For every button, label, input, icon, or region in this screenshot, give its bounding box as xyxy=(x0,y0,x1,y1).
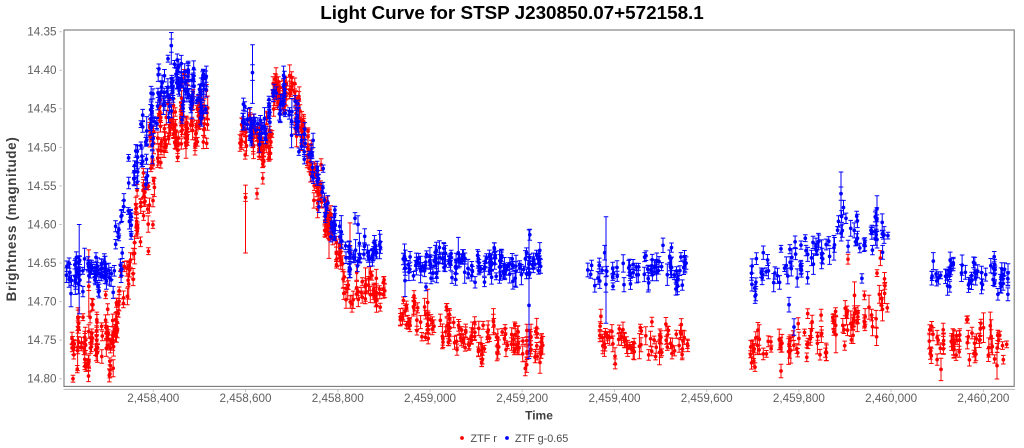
svg-text:2,459,400: 2,459,400 xyxy=(589,392,641,405)
svg-text:2,459,800: 2,459,800 xyxy=(773,392,825,405)
svg-text:14.80: 14.80 xyxy=(27,373,57,386)
svg-text:14.70: 14.70 xyxy=(27,296,57,309)
svg-text:14.65: 14.65 xyxy=(27,257,57,270)
svg-text:2,459,000: 2,459,000 xyxy=(404,392,456,405)
svg-text:ZTF r: ZTF r xyxy=(471,433,498,445)
svg-text:Brightness (magnitude): Brightness (magnitude) xyxy=(4,137,19,302)
svg-text:14.35: 14.35 xyxy=(27,26,57,39)
svg-text:2,460,000: 2,460,000 xyxy=(865,392,917,405)
svg-text:14.45: 14.45 xyxy=(27,103,57,116)
svg-text:14.55: 14.55 xyxy=(27,180,57,193)
svg-text:2,458,600: 2,458,600 xyxy=(220,392,272,405)
svg-text:2,460,200: 2,460,200 xyxy=(957,392,1009,405)
svg-text:14.50: 14.50 xyxy=(27,141,57,154)
svg-text:2,459,200: 2,459,200 xyxy=(496,392,548,405)
svg-text:14.75: 14.75 xyxy=(27,334,57,347)
svg-text:2,458,800: 2,458,800 xyxy=(312,392,364,405)
svg-text:14.40: 14.40 xyxy=(27,64,57,77)
svg-text:Time: Time xyxy=(525,409,553,423)
svg-text:Light Curve for STSP J230850.0: Light Curve for STSP J230850.07+572158.1 xyxy=(320,2,704,23)
svg-text:ZTF g-0.65: ZTF g-0.65 xyxy=(515,433,568,445)
svg-text:2,459,600: 2,459,600 xyxy=(681,392,733,405)
svg-text:2,458,400: 2,458,400 xyxy=(127,392,179,405)
svg-text:14.60: 14.60 xyxy=(27,218,57,231)
